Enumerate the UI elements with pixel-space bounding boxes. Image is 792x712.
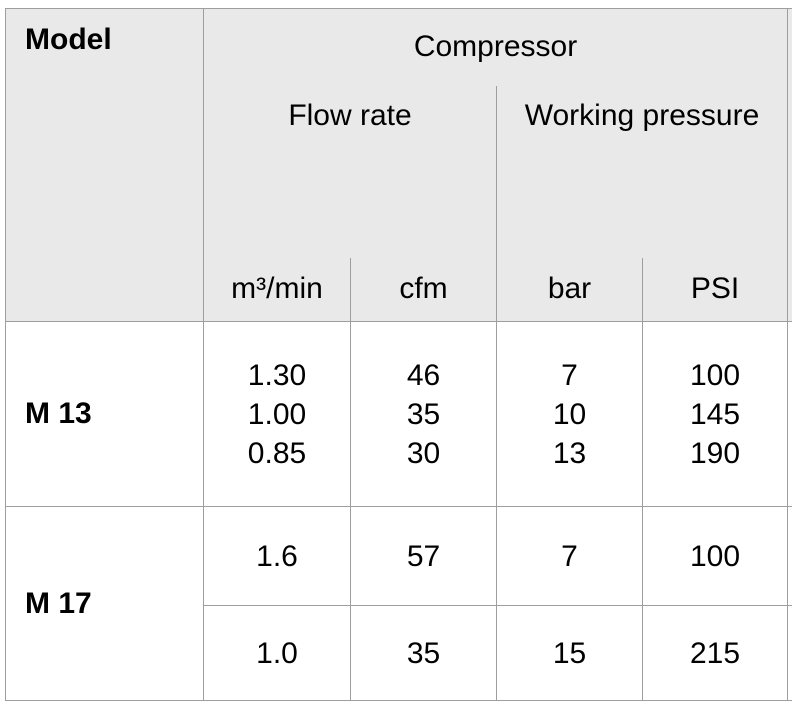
cell-m17v1-pressure-psi: 100 xyxy=(642,506,788,606)
cell-m13-pressure-bar: 7 10 13 xyxy=(496,321,643,507)
cell-m13-model: M 13 xyxy=(5,321,204,507)
cell-m17v2-extra-cutoff xyxy=(787,605,792,701)
cell-m17v1-extra-cutoff xyxy=(787,506,792,606)
row-m13: M 13 1.30 1.00 0.85 46 35 30 7 10 13 xyxy=(5,321,792,507)
header-compressor: Compressor xyxy=(203,8,788,86)
header-unit-bar: bar xyxy=(496,257,643,322)
cell-m17v2-pressure-bar: 15 xyxy=(496,605,643,701)
row-m17-variant1: M 17 1.6 57 7 100 xyxy=(5,506,792,701)
value-line: 1.30 xyxy=(247,358,307,392)
value-line: 145 xyxy=(689,397,741,431)
header-extra-column-cutoff xyxy=(787,8,792,322)
cell-m17v2-flow-cfm: 35 xyxy=(350,605,497,701)
cell-m13-extra-cutoff xyxy=(787,321,792,507)
value-line: 13 xyxy=(552,436,587,470)
header-model: Model xyxy=(5,8,204,322)
cell-m17v2-flow-m3min: 1.0 xyxy=(203,605,351,701)
header-working-pressure: Working pressure xyxy=(496,85,788,258)
row-m17-variant2: 1.0 35 15 215 xyxy=(6,605,792,701)
header-unit-m3min: m³/min xyxy=(203,257,351,322)
cell-m17v1-pressure-bar: 7 xyxy=(496,506,643,606)
cell-m17v1-flow-m3min: 1.6 xyxy=(203,506,351,606)
value-line: 100 xyxy=(689,358,741,392)
value-line: 0.85 xyxy=(247,436,307,470)
value-line: 7 xyxy=(561,358,578,392)
value-line: 190 xyxy=(689,436,741,470)
cell-m13-flow-m3min: 1.30 1.00 0.85 xyxy=(203,321,351,507)
header-row-groups: Flow rate Working pressure xyxy=(6,85,792,258)
header-unit-cfm: cfm xyxy=(350,257,497,322)
value-line: 35 xyxy=(406,397,441,431)
header-flow-rate: Flow rate xyxy=(203,85,497,258)
cell-m17v2-pressure-psi: 215 xyxy=(642,605,788,701)
cell-m13-flow-cfm: 46 35 30 xyxy=(350,321,497,507)
value-line: 30 xyxy=(406,436,441,470)
cell-m17-model: M 17 xyxy=(5,506,204,701)
value-line: 46 xyxy=(406,358,441,392)
compressor-spec-table: Model Compressor Flow rate Working press… xyxy=(5,8,792,701)
cell-m17v1-flow-cfm: 57 xyxy=(350,506,497,606)
header-unit-psi: PSI xyxy=(642,257,788,322)
value-line: 1.00 xyxy=(247,397,307,431)
value-line: 10 xyxy=(552,397,587,431)
header-row-compressor: Model Compressor xyxy=(5,8,792,322)
header-row-units: m³/min cfm bar PSI xyxy=(6,257,792,322)
cell-m13-pressure-psi: 100 145 190 xyxy=(642,321,788,507)
